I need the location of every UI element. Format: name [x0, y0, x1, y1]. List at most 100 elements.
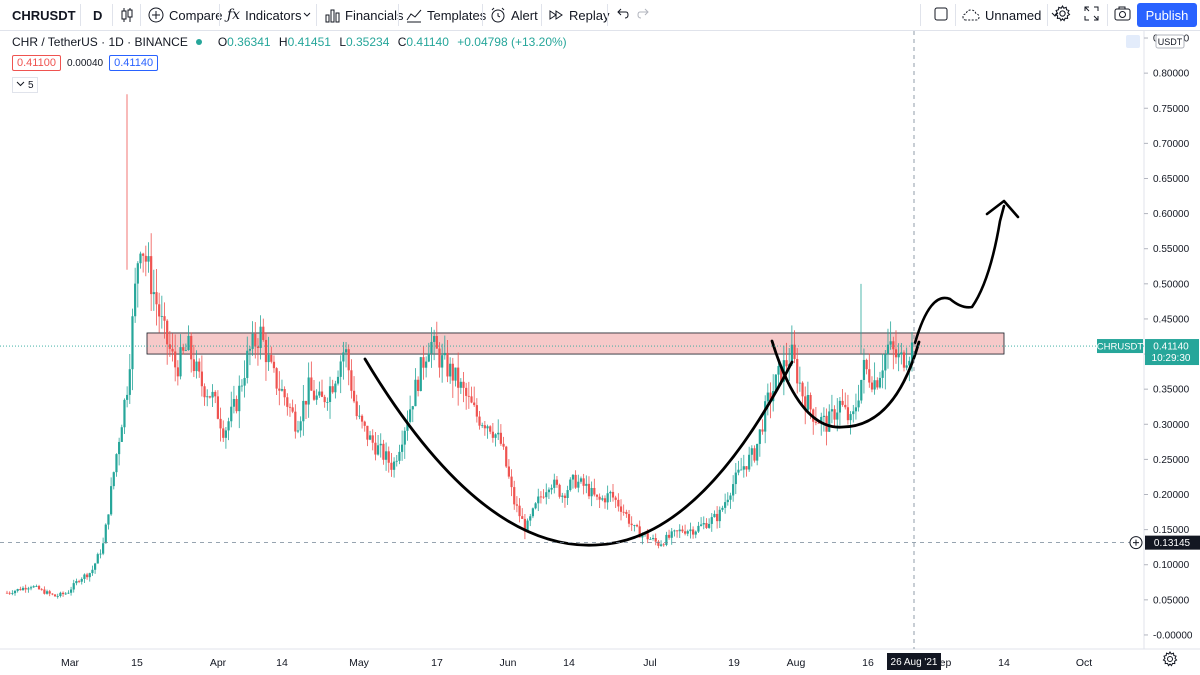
plus-circle-icon — [148, 7, 164, 23]
price-chart[interactable]: -0.00000 0.05000 0.10000 0.15000 0.20000 0.25… — [0, 31, 1200, 675]
candle-body — [737, 469, 740, 473]
candle-body — [363, 421, 366, 426]
candle-body — [523, 518, 527, 532]
candle-body — [104, 524, 107, 544]
x-tick-label: 15 — [131, 657, 143, 669]
candle-body — [107, 514, 110, 525]
candle-body — [131, 316, 134, 370]
candle-body — [475, 405, 478, 417]
candle-body — [868, 369, 871, 383]
candle-body — [136, 263, 139, 284]
candle-body — [635, 525, 639, 527]
financials-button[interactable]: Financials — [324, 0, 404, 30]
candle-body — [606, 493, 609, 503]
candle-body — [376, 445, 380, 455]
snapshot-button[interactable] — [1114, 0, 1131, 30]
candle-body — [342, 352, 345, 362]
crosshair-price-tag — [1145, 535, 1200, 550]
indicators-toggle[interactable]: 5 — [12, 77, 38, 93]
candle-body — [118, 441, 121, 455]
candle-body — [561, 495, 564, 497]
candle-body — [611, 491, 615, 498]
candle-body — [328, 386, 332, 402]
candle-body — [817, 422, 820, 424]
candle-body — [115, 454, 118, 473]
candle-body — [150, 256, 153, 295]
candle-body — [438, 348, 441, 368]
candle-body — [425, 361, 428, 368]
candle-body — [878, 377, 882, 388]
candle-body — [168, 344, 171, 349]
candle-body — [53, 594, 57, 597]
candle-body — [507, 466, 510, 477]
alert-button[interactable]: Alert — [490, 0, 538, 30]
candle-body — [563, 495, 567, 498]
templates-button[interactable]: Templates — [406, 0, 486, 30]
candle-body — [299, 421, 302, 431]
candle-body — [96, 554, 99, 564]
candle-body — [171, 348, 174, 352]
layout-menu[interactable]: Unnamed — [962, 0, 1060, 30]
candle-body — [192, 359, 195, 372]
candle-body — [732, 484, 735, 496]
candle-body — [61, 592, 65, 595]
indicators-dropdown[interactable] — [302, 0, 312, 30]
buy-price[interactable]: 0.41140 — [109, 55, 159, 71]
candle-body — [27, 588, 30, 590]
candle-body — [358, 415, 361, 417]
settings-button[interactable] — [1054, 0, 1071, 30]
compare-button[interactable]: Compare — [148, 0, 222, 30]
replay-button[interactable]: Replay — [548, 0, 609, 30]
fullscreen-toggle[interactable] — [934, 0, 948, 30]
candle-body — [497, 432, 500, 435]
change-value: +0.04798 (+13.20%) — [457, 35, 567, 49]
publish-button[interactable]: Publish — [1137, 3, 1197, 27]
undo-button[interactable] — [615, 0, 629, 30]
sell-price[interactable]: 0.41100 — [12, 55, 61, 71]
currency-label: USDT — [1158, 37, 1183, 47]
candle-body — [246, 350, 249, 378]
candle-body — [307, 377, 310, 405]
candle-body — [820, 416, 823, 424]
candle-body — [761, 429, 764, 432]
candle-body — [595, 494, 599, 497]
x-tick-label: 14 — [563, 657, 575, 669]
interval-button[interactable]: D — [93, 7, 103, 23]
replay-label: Replay — [569, 7, 610, 23]
candle-body — [483, 425, 486, 429]
candle-body — [862, 359, 866, 380]
candle-body — [59, 592, 62, 597]
candle-body — [280, 389, 284, 391]
candle-body — [85, 574, 89, 578]
candle-body — [734, 472, 737, 485]
candle-body — [630, 523, 633, 526]
x-tick-label: Aug — [787, 657, 806, 669]
candle-body — [267, 355, 270, 363]
candle-body — [478, 416, 481, 426]
candle-body — [515, 504, 518, 506]
candle-body — [37, 586, 41, 590]
candle-body — [134, 283, 137, 317]
symbol-search[interactable]: CHRUSDT — [12, 0, 76, 30]
candle-body — [139, 253, 142, 264]
indicators-button[interactable]: ƒx Indicators — [227, 0, 301, 30]
candle-body — [718, 509, 721, 522]
candle-body — [451, 363, 454, 381]
candle-body — [19, 589, 22, 591]
chart-settings-button[interactable] — [1162, 651, 1178, 672]
fullscreen-button[interactable] — [1084, 0, 1099, 30]
candle-body — [155, 292, 158, 305]
candle-body — [123, 399, 126, 428]
y-tick-label: 0.05000 — [1153, 595, 1190, 606]
candle-body — [486, 426, 489, 429]
candle-body — [841, 400, 844, 405]
chart-type-button[interactable] — [119, 0, 140, 30]
candle-body — [283, 389, 286, 398]
candle-body — [312, 390, 316, 400]
candle-body — [601, 498, 604, 500]
candle-body — [571, 474, 575, 480]
candle-body — [617, 499, 620, 507]
candle-body — [822, 415, 826, 417]
symbol-label: CHRUSDT — [12, 7, 76, 23]
redo-button[interactable] — [637, 0, 651, 30]
